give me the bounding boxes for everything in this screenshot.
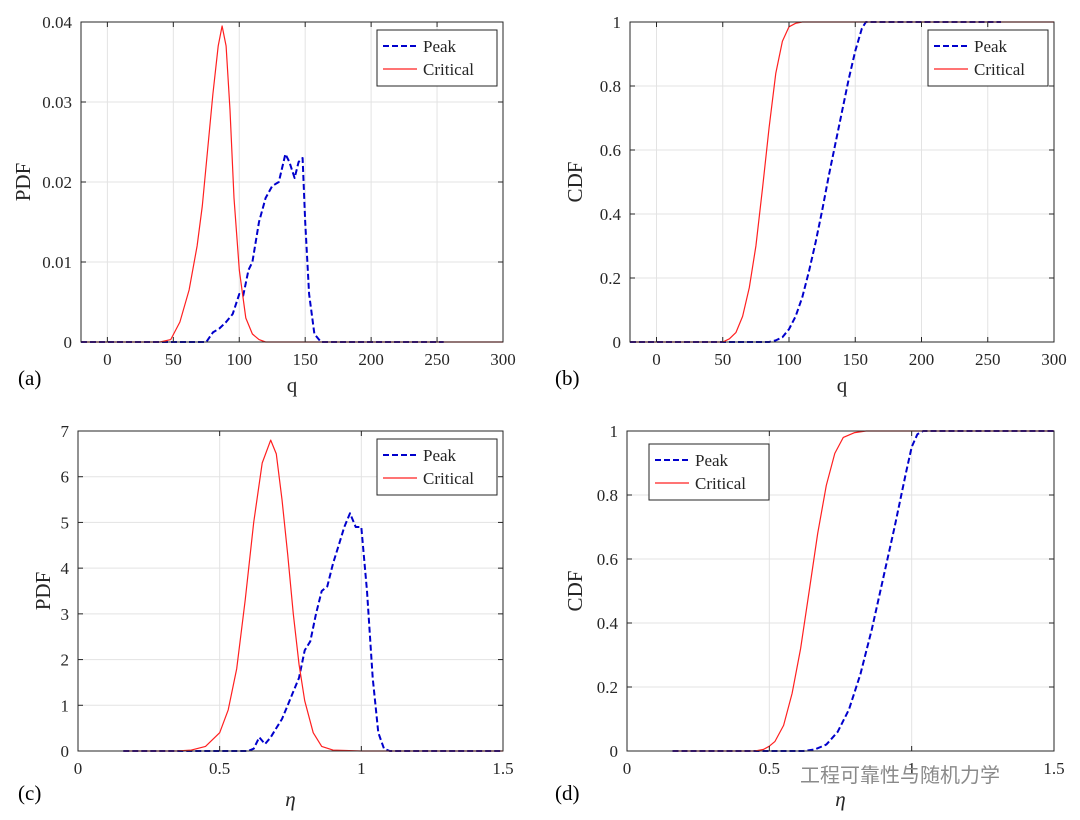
series-line-peak bbox=[123, 512, 503, 752]
legend-label-peak: Peak bbox=[423, 37, 457, 56]
y-tick-label: 0 bbox=[61, 742, 70, 761]
legend-label-critical: Critical bbox=[423, 60, 474, 79]
series-line-peak bbox=[672, 430, 1054, 752]
y-tick-label: 0.6 bbox=[600, 141, 621, 160]
x-tick-label: 0 bbox=[103, 350, 112, 369]
x-tick-label: 150 bbox=[292, 350, 318, 369]
x-axis-label: η bbox=[285, 787, 295, 811]
x-axis-label: q bbox=[837, 373, 848, 397]
legend-box bbox=[648, 443, 770, 501]
y-tick-label: 0.8 bbox=[600, 77, 621, 96]
x-tick-label: 1.5 bbox=[492, 759, 513, 778]
legend: Peak Critical bbox=[927, 29, 1049, 87]
legend-label-peak: Peak bbox=[974, 37, 1008, 56]
chart-panel-4: 0 0.5 1 1.5 0 0.2 0.4 0.6 0.8 1 η CDF (d) Peak Critica… bbox=[555, 422, 1065, 811]
watermark-text: 工程可靠性与随机力学 bbox=[800, 763, 1000, 787]
x-tick-label: 150 bbox=[843, 350, 869, 369]
y-tick-label: 3 bbox=[61, 605, 70, 624]
x-tick-label: 0.5 bbox=[209, 759, 230, 778]
y-tick-label: 4 bbox=[61, 559, 70, 578]
axes-frame bbox=[626, 430, 1055, 752]
x-tick-label: 1 bbox=[357, 759, 366, 778]
x-tick-label: 300 bbox=[490, 350, 516, 369]
y-tick-label: 1 bbox=[613, 13, 622, 32]
legend: Peak Critical bbox=[648, 443, 770, 501]
series-line-peak bbox=[81, 153, 444, 343]
chart-panel-2: 0 50 100 150 200 250 300 0 0.2 0.4 0.6 0.8 1 q CDF (b) P… bbox=[555, 13, 1067, 397]
y-tick-label: 0.6 bbox=[597, 550, 618, 569]
x-tick-label: 50 bbox=[714, 350, 731, 369]
y-axis-label: PDF bbox=[11, 163, 35, 202]
y-tick-label: 2 bbox=[61, 651, 70, 670]
series-line-peak bbox=[630, 21, 1001, 343]
legend-box bbox=[927, 29, 1049, 87]
y-tick-label: 0 bbox=[613, 333, 622, 352]
x-tick-label: 200 bbox=[909, 350, 935, 369]
x-tick-label: 300 bbox=[1041, 350, 1067, 369]
y-tick-label: 0.04 bbox=[42, 13, 72, 32]
y-tick-label: 0.4 bbox=[597, 614, 619, 633]
y-tick-label: 0 bbox=[64, 333, 73, 352]
y-tick-label: 0 bbox=[610, 742, 619, 761]
series-line-critical bbox=[123, 439, 503, 752]
y-tick-label: 0.03 bbox=[42, 93, 72, 112]
y-axis-label: CDF bbox=[563, 571, 587, 612]
legend: Peak Critical bbox=[376, 29, 498, 87]
y-tick-label: 0.02 bbox=[42, 173, 72, 192]
x-tick-label: 0 bbox=[652, 350, 661, 369]
y-tick-label: 0.2 bbox=[600, 269, 621, 288]
y-tick-label: 0.8 bbox=[597, 486, 618, 505]
x-tick-label: 0 bbox=[623, 759, 632, 778]
y-tick-label: 5 bbox=[61, 513, 70, 532]
legend: Peak Critical bbox=[376, 438, 498, 496]
panel-label: (a) bbox=[18, 366, 41, 390]
x-tick-label: 50 bbox=[165, 350, 182, 369]
series-line-critical bbox=[81, 25, 503, 343]
y-axis-label: PDF bbox=[31, 572, 55, 611]
panel-label: (d) bbox=[555, 781, 580, 805]
y-tick-label: 7 bbox=[61, 422, 70, 441]
y-tick-label: 6 bbox=[61, 468, 70, 487]
legend-label-peak: Peak bbox=[423, 446, 457, 465]
y-tick-label: 1 bbox=[61, 696, 70, 715]
chart-panel-3: 0 0.5 1 1.5 0 1 2 3 4 5 6 7 η PDF (c) Peak Critical bbox=[18, 422, 514, 811]
legend-label-critical: Critical bbox=[423, 469, 474, 488]
axes-frame bbox=[629, 21, 1055, 343]
x-tick-label: 1.5 bbox=[1043, 759, 1064, 778]
x-tick-label: 250 bbox=[975, 350, 1001, 369]
axes-frame bbox=[77, 430, 504, 752]
x-axis-label: q bbox=[287, 373, 298, 397]
series-group bbox=[81, 25, 503, 343]
x-tick-label: 200 bbox=[358, 350, 384, 369]
panel-label: (b) bbox=[555, 366, 580, 390]
y-tick-label: 0.4 bbox=[600, 205, 622, 224]
series-group bbox=[123, 439, 503, 752]
legend-box bbox=[376, 29, 498, 87]
y-tick-label: 0.01 bbox=[42, 253, 72, 272]
x-axis-label: η bbox=[835, 787, 845, 811]
legend-label-peak: Peak bbox=[695, 451, 729, 470]
x-tick-label: 100 bbox=[776, 350, 802, 369]
chart-panels: 0 50 100 150 200 250 30000.010.020.030.04qPDF(… bbox=[11, 13, 1067, 811]
x-tick-label: 0 bbox=[74, 759, 83, 778]
legend-label-critical: Critical bbox=[695, 474, 746, 493]
panel-label: (c) bbox=[18, 781, 41, 805]
legend-label-critical: Critical bbox=[974, 60, 1025, 79]
x-tick-label: 250 bbox=[424, 350, 450, 369]
y-axis-label: CDF bbox=[563, 162, 587, 203]
chart-panel-1: 0 50 100 150 200 250 300 0 0.01 0.02 0.03 0.04 q PDF (… bbox=[11, 13, 516, 397]
x-tick-label: 100 bbox=[227, 350, 253, 369]
x-tick-label: 0.5 bbox=[759, 759, 780, 778]
legend-box bbox=[376, 438, 498, 496]
x-tick-label: 1 bbox=[907, 759, 916, 778]
y-tick-label: 1 bbox=[610, 422, 619, 441]
y-tick-label: 0.2 bbox=[597, 678, 618, 697]
